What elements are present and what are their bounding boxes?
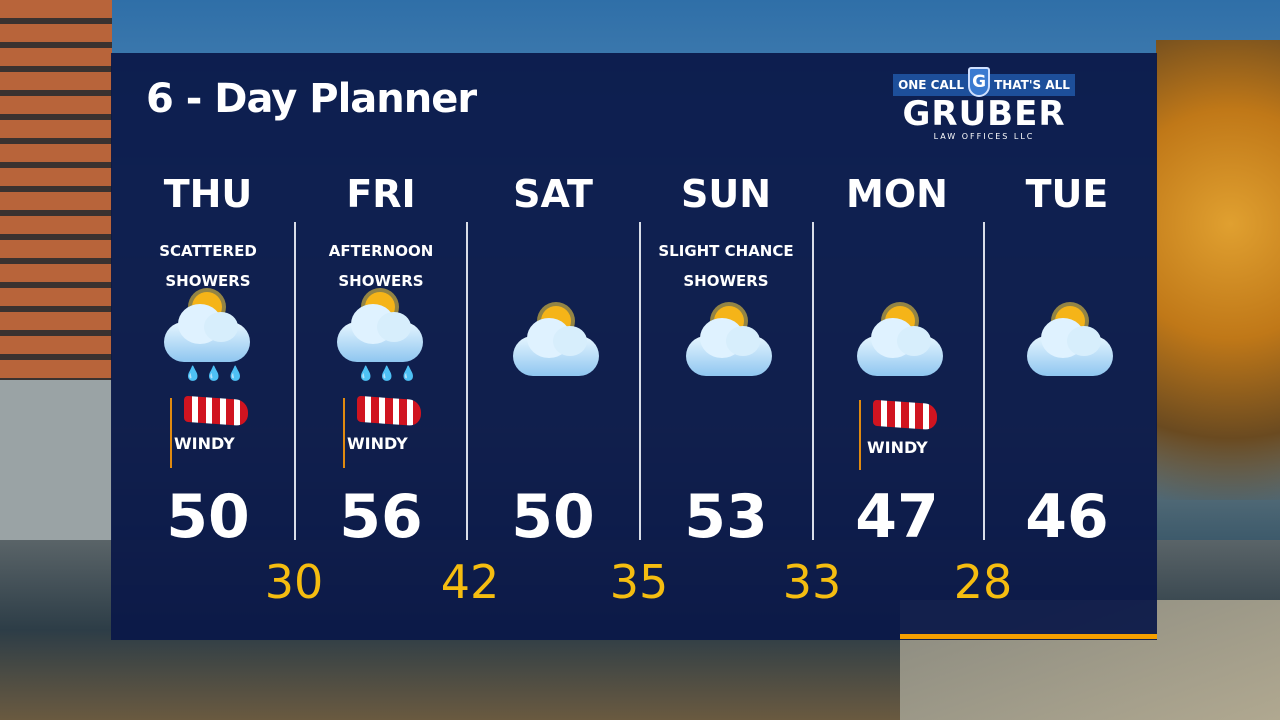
day-column-thu: THU SCATTERED SHOWERS 💧💧💧 WINDY 50: [122, 172, 294, 552]
column-divider: [466, 222, 468, 540]
background-trees: [1156, 40, 1280, 500]
condition-line: SHOWERS: [165, 272, 251, 290]
low-temp: 33: [782, 555, 842, 609]
day-column-tue: TUE 46: [981, 172, 1153, 552]
day-name: TUE: [1025, 172, 1109, 216]
low-temp: 42: [440, 555, 500, 609]
day-name: THU: [163, 172, 253, 216]
logo-banner: ONE CALL G THAT'S ALL: [893, 67, 1075, 97]
windsock-pole: [343, 398, 345, 468]
condition-text: SLIGHT CHANCE SHOWERS: [640, 236, 812, 300]
column-divider: [639, 222, 641, 540]
background-tower: [0, 380, 112, 540]
accent-bar: [900, 634, 1157, 639]
windsock-icon: [184, 395, 248, 427]
column-divider: [294, 222, 296, 540]
windsock-pole: [170, 398, 172, 468]
condition-line: AFTERNOON: [328, 242, 434, 260]
condition-text: [467, 236, 639, 300]
day-column-fri: FRI AFTERNOON SHOWERS 💧💧💧 WINDY 56: [295, 172, 467, 552]
partly-cloudy-icon: [981, 300, 1153, 450]
day-column-mon: MON WINDY 47: [811, 172, 983, 552]
cloud-icon: [686, 318, 772, 376]
page-title: 6 - Day Planner: [146, 76, 477, 122]
cloud-icon: [857, 318, 943, 376]
condition-text: [981, 236, 1153, 300]
condition-text: SCATTERED SHOWERS: [122, 236, 294, 300]
windy-label: WINDY: [347, 434, 408, 453]
partly-cloudy-icon: WINDY: [811, 300, 983, 470]
low-temp: 35: [609, 555, 669, 609]
windsock-pole: [859, 400, 861, 470]
windy-label: WINDY: [174, 434, 235, 453]
condition-text: [811, 236, 983, 300]
windsock-icon: [873, 399, 937, 431]
low-temp: 30: [264, 555, 324, 609]
low-temp: 28: [953, 555, 1013, 609]
logo-subtitle: LAW OFFICES LLC: [933, 132, 1035, 141]
condition-line: SLIGHT CHANCE: [658, 242, 794, 260]
high-temp: 47: [855, 482, 939, 552]
partly-cloudy-icon: [640, 300, 812, 450]
sponsor-logo: ONE CALL G THAT'S ALL GRUBER LAW OFFICES…: [893, 67, 1075, 156]
windy-label: WINDY: [867, 438, 928, 457]
column-divider: [812, 222, 814, 540]
column-divider: [983, 222, 985, 540]
logo-name: GRUBER: [902, 94, 1066, 134]
day-name: MON: [846, 172, 948, 216]
shield-icon: G: [968, 67, 991, 97]
day-name: SUN: [680, 172, 772, 216]
partly-cloudy-rain-icon: 💧💧💧 WINDY: [295, 292, 467, 468]
day-column-sun: SUN SLIGHT CHANCE SHOWERS 53: [640, 172, 812, 552]
high-temp: 50: [511, 482, 595, 552]
logo-tagline-right: THAT'S ALL: [994, 78, 1070, 92]
cloud-icon: [513, 318, 599, 376]
partly-cloudy-icon: [467, 300, 639, 450]
condition-line: SHOWERS: [683, 272, 769, 290]
high-temp: 56: [339, 482, 423, 552]
high-temp: 50: [166, 482, 250, 552]
condition-line: SHOWERS: [338, 272, 424, 290]
partly-cloudy-rain-icon: 💧💧💧 WINDY: [122, 292, 294, 468]
windsock-icon: [357, 395, 421, 427]
cloud-icon: [1027, 318, 1113, 376]
cloud-icon: [337, 304, 423, 362]
high-temp: 53: [684, 482, 768, 552]
forecast-panel: [111, 53, 1157, 640]
logo-tagline-left: ONE CALL: [898, 78, 965, 92]
condition-line: SCATTERED: [159, 242, 257, 260]
high-temp: 46: [1025, 482, 1109, 552]
rain-drops-icon: 💧💧💧: [357, 366, 422, 382]
condition-text: AFTERNOON SHOWERS: [295, 236, 467, 300]
cloud-icon: [164, 304, 250, 362]
day-column-sat: SAT 50: [467, 172, 639, 552]
day-name: FRI: [346, 172, 416, 216]
day-name: SAT: [513, 172, 593, 216]
rain-drops-icon: 💧💧💧: [184, 366, 249, 382]
